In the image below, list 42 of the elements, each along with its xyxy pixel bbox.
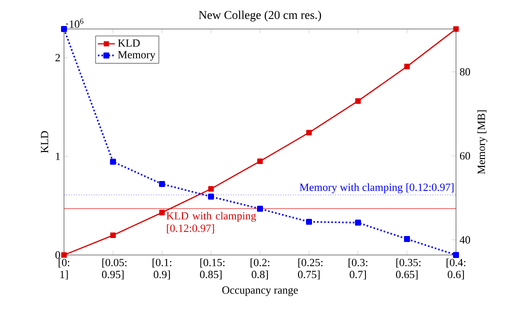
x-tick-label: [0.05: 0.95] [102, 258, 126, 280]
point [453, 252, 459, 258]
y2-axis-title: Memory [MB] [477, 110, 488, 174]
point [110, 158, 116, 165]
point [404, 236, 410, 242]
point [404, 64, 410, 70]
x-tick-label: [0.1: 0.9] [152, 258, 172, 280]
y2-tick-label: 60 [460, 152, 470, 160]
x-tick-label: [0.2: 0.8] [250, 258, 270, 280]
point [208, 194, 214, 200]
y2-tick-label: 80 [460, 68, 470, 76]
annotation: Memory with clamping [0.12:0.97] [300, 183, 454, 194]
y2-tick-label: 40 [460, 236, 470, 244]
point [355, 220, 361, 226]
text: ·10$^{6}$ [66, 18, 84, 28]
point [355, 98, 361, 104]
point [306, 130, 312, 136]
point [159, 210, 165, 216]
x-tick-label: [0.4: 0.6] [446, 258, 466, 280]
y-axis-title: KLD [40, 131, 48, 153]
x-tick-label: [0.35: 0.65] [396, 258, 420, 280]
point [61, 26, 67, 32]
legend-label: Memory [118, 51, 156, 61]
x-axis-title: Occupancy range [222, 286, 298, 296]
legend-label: KLD [118, 39, 140, 47]
point [453, 26, 459, 32]
annotation: KLD with clamping [0.12:0.97] [166, 212, 256, 234]
point [257, 206, 263, 212]
y-tick-label: 2 [55, 54, 60, 62]
point [159, 181, 165, 187]
point [208, 186, 214, 192]
chart-title: New College (20 cm res.) [198, 10, 322, 22]
x-tick-label: [0.25: 0.75] [298, 258, 322, 280]
point [306, 218, 312, 225]
point [110, 232, 116, 238]
y-tick-label: 1 [56, 152, 60, 160]
x-tick-label: [0.3: 0.7] [348, 258, 368, 280]
point [257, 158, 263, 164]
x-tick-label: [0: 1] [58, 258, 70, 280]
y-tick-label: 0 [55, 251, 60, 259]
point [61, 252, 67, 258]
x-tick-label: [0.15: 0.85] [200, 258, 224, 280]
